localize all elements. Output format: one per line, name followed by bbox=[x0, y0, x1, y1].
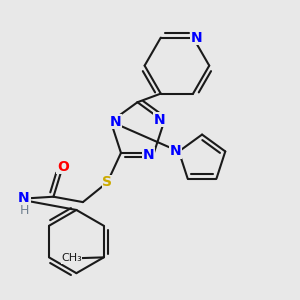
Text: H: H bbox=[19, 203, 29, 217]
Text: N: N bbox=[18, 191, 30, 205]
Text: N: N bbox=[109, 115, 121, 129]
Text: S: S bbox=[102, 176, 112, 189]
Text: CH₃: CH₃ bbox=[61, 253, 82, 263]
Text: N: N bbox=[191, 31, 203, 45]
Text: N: N bbox=[143, 148, 155, 162]
Text: N: N bbox=[170, 144, 182, 158]
Text: O: O bbox=[57, 160, 69, 174]
Text: N: N bbox=[154, 113, 166, 127]
